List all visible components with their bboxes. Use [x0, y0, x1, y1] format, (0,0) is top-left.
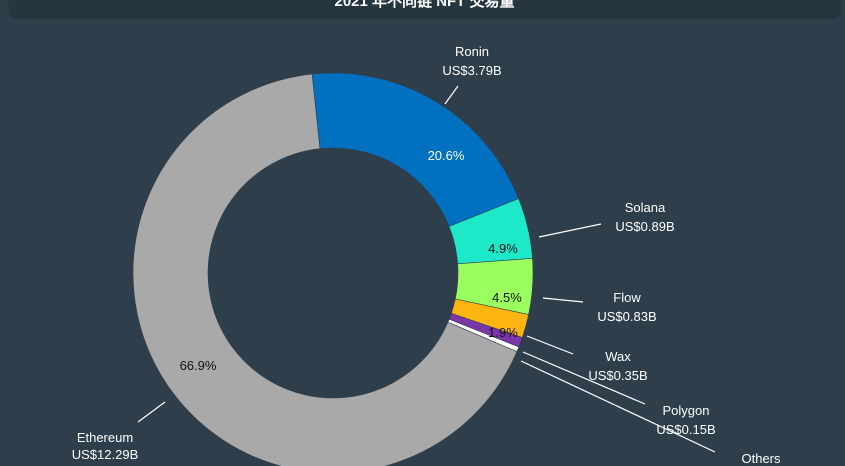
label-name-polygon: Polygon	[663, 403, 710, 418]
leader-line-wax	[526, 335, 574, 355]
label-name-flow: Flow	[613, 290, 641, 305]
leader-line-polygon	[522, 351, 646, 405]
slice-ethereum	[132, 73, 518, 466]
label-name-others: Others	[741, 451, 781, 466]
label-name-solana: Solana	[625, 200, 666, 215]
label-value-wax: US$0.35B	[588, 368, 647, 383]
chart-title: 2021 年不同链 NFT 交易量	[334, 0, 515, 10]
label-value-polygon: US$0.15B	[656, 422, 715, 437]
chart-title-bar: 2021 年不同链 NFT 交易量	[10, 0, 839, 16]
label-value-flow: US$0.83B	[597, 309, 656, 324]
leader-line-solana	[538, 223, 602, 238]
label-value-ronin: US$3.79B	[442, 63, 501, 78]
leader-line-ethereum	[137, 401, 166, 423]
label-name-wax: Wax	[605, 349, 631, 364]
label-value-ethereum: US$12.29B	[72, 447, 139, 462]
label-name-ronin: Ronin	[455, 44, 489, 59]
percent-label-solana: 4.9%	[488, 241, 518, 256]
percent-label-ethereum: 66.9%	[180, 358, 217, 373]
percent-label-ronin: 20.6%	[428, 148, 465, 163]
percent-label-wax: 1.9%	[488, 325, 518, 340]
leader-line-others	[520, 360, 716, 453]
label-value-solana: US$0.89B	[615, 219, 674, 234]
leader-line-ronin	[444, 85, 459, 105]
percent-label-flow: 4.5%	[492, 290, 522, 305]
leader-line-flow	[542, 297, 584, 303]
label-name-ethereum: Ethereum	[77, 430, 133, 445]
slice-ronin	[311, 72, 520, 227]
